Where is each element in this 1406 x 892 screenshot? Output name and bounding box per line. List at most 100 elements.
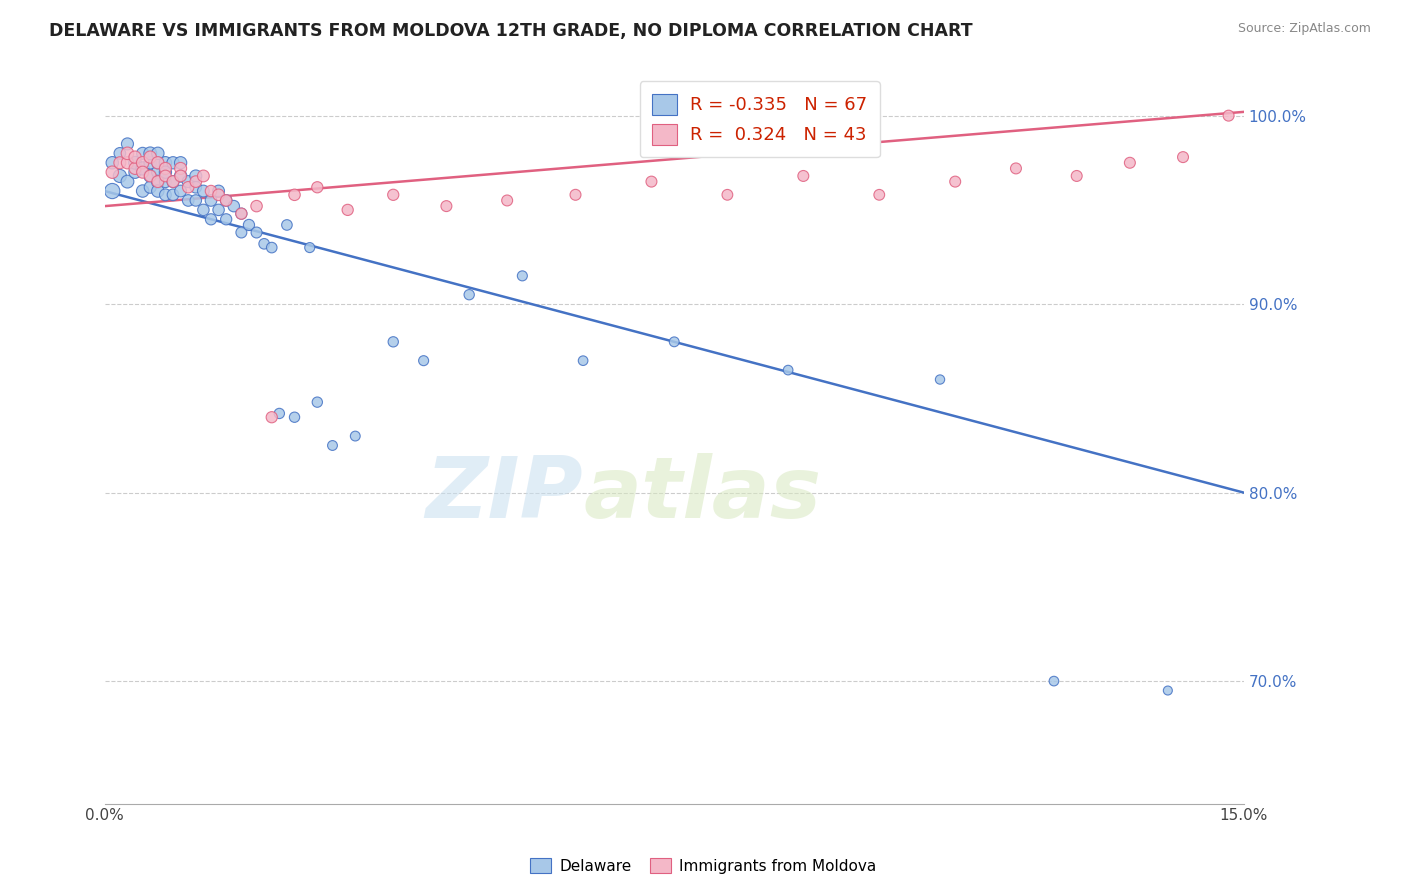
Point — [146, 165, 169, 179]
Point — [222, 199, 245, 213]
Point — [868, 187, 890, 202]
Point — [283, 410, 305, 425]
Point — [231, 207, 253, 221]
Point — [382, 334, 405, 349]
Point — [146, 175, 169, 189]
Point — [184, 180, 207, 194]
Point — [231, 207, 253, 221]
Point — [207, 202, 229, 217]
Point — [169, 184, 191, 198]
Point — [943, 175, 966, 189]
Point — [124, 155, 146, 169]
Point — [155, 161, 177, 176]
Point — [177, 180, 200, 194]
Point — [716, 187, 738, 202]
Point — [778, 363, 800, 377]
Point — [207, 187, 229, 202]
Point — [200, 194, 222, 208]
Point — [131, 146, 153, 161]
Point — [139, 169, 162, 183]
Point — [108, 169, 131, 183]
Point — [117, 155, 139, 169]
Point — [792, 169, 814, 183]
Point — [124, 161, 146, 176]
Point — [131, 165, 153, 179]
Point — [436, 199, 458, 213]
Point — [169, 169, 191, 183]
Point — [155, 175, 177, 189]
Point — [1119, 155, 1142, 169]
Point — [260, 410, 283, 425]
Point — [215, 194, 238, 208]
Point — [155, 169, 177, 183]
Point — [139, 169, 162, 183]
Legend: R = -0.335   N = 67, R =  0.324   N = 43: R = -0.335 N = 67, R = 0.324 N = 43 — [640, 81, 880, 157]
Point — [169, 155, 191, 169]
Point — [200, 212, 222, 227]
Point — [184, 175, 207, 189]
Point — [101, 165, 124, 179]
Point — [108, 146, 131, 161]
Point — [131, 155, 153, 169]
Point — [184, 169, 207, 183]
Point — [162, 187, 184, 202]
Point — [245, 226, 267, 240]
Point — [139, 150, 162, 164]
Text: ZIP: ZIP — [426, 453, 583, 536]
Point — [131, 161, 153, 176]
Point — [155, 187, 177, 202]
Point — [1066, 169, 1088, 183]
Point — [184, 194, 207, 208]
Point — [1171, 150, 1194, 164]
Point — [139, 146, 162, 161]
Point — [269, 407, 291, 421]
Point — [929, 372, 952, 386]
Point — [238, 218, 260, 232]
Point — [117, 136, 139, 151]
Text: atlas: atlas — [583, 453, 821, 536]
Point — [276, 218, 298, 232]
Point — [336, 202, 359, 217]
Point — [155, 155, 177, 169]
Point — [664, 334, 686, 349]
Point — [1005, 161, 1028, 176]
Point — [124, 150, 146, 164]
Point — [146, 155, 169, 169]
Point — [131, 184, 153, 198]
Point — [1218, 109, 1240, 123]
Point — [169, 161, 191, 176]
Point — [215, 212, 238, 227]
Point — [496, 194, 519, 208]
Point — [162, 155, 184, 169]
Point — [117, 175, 139, 189]
Point — [382, 187, 405, 202]
Point — [564, 187, 586, 202]
Point — [458, 287, 481, 301]
Point — [245, 199, 267, 213]
Point — [162, 175, 184, 189]
Point — [253, 236, 276, 251]
Point — [307, 180, 329, 194]
Point — [193, 184, 215, 198]
Point — [640, 175, 662, 189]
Point — [215, 194, 238, 208]
Point — [124, 165, 146, 179]
Point — [283, 187, 305, 202]
Point — [231, 226, 253, 240]
Point — [177, 194, 200, 208]
Point — [1043, 674, 1066, 689]
Point — [260, 241, 283, 255]
Point — [512, 268, 534, 283]
Point — [146, 155, 169, 169]
Point — [117, 146, 139, 161]
Point — [200, 184, 222, 198]
Point — [412, 353, 434, 368]
Point — [101, 155, 124, 169]
Point — [321, 438, 343, 452]
Point — [572, 353, 595, 368]
Point — [108, 155, 131, 169]
Point — [177, 175, 200, 189]
Point — [193, 169, 215, 183]
Point — [298, 241, 321, 255]
Point — [139, 180, 162, 194]
